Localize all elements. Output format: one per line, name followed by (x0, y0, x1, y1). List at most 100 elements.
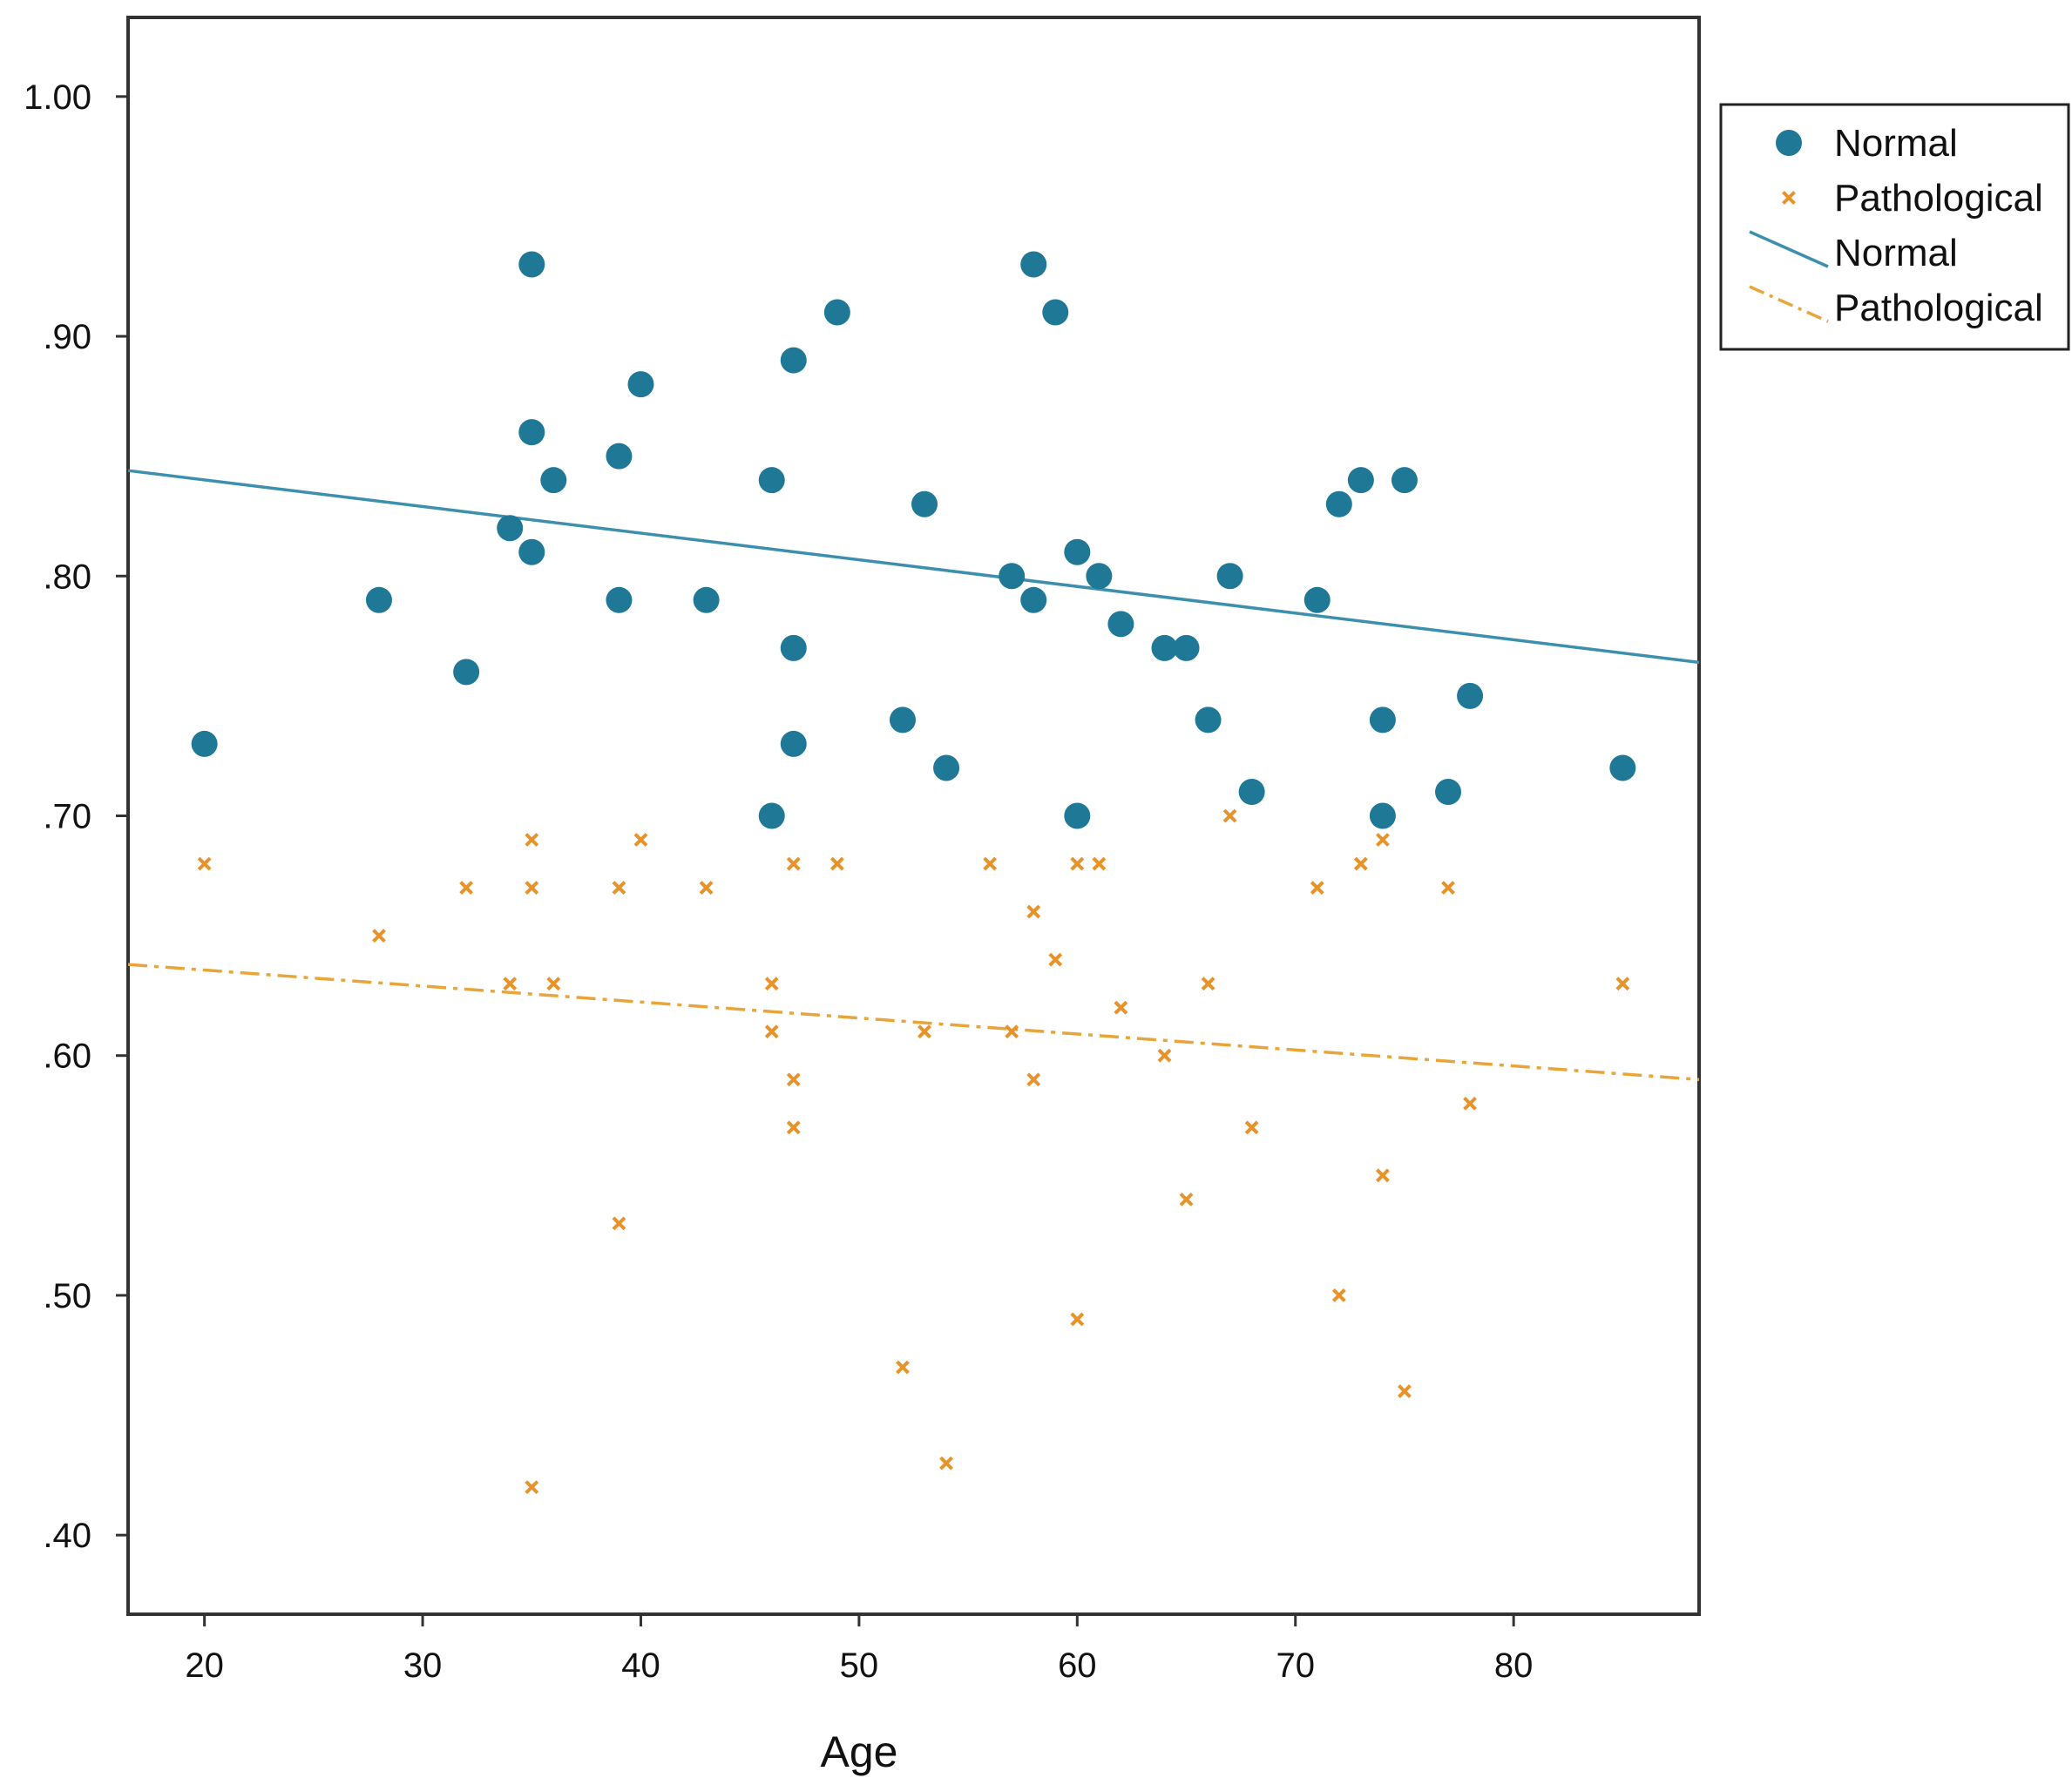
normal-point (540, 467, 567, 494)
normal-point (365, 586, 392, 613)
pathological-point (546, 977, 561, 991)
pathological-point (525, 1480, 539, 1495)
pathological-point (786, 1120, 801, 1135)
pathological-point (1398, 1384, 1412, 1398)
normal-point (1107, 611, 1134, 638)
pathological-point (1615, 977, 1630, 991)
normal-point (780, 347, 807, 374)
pathological-point (1026, 904, 1041, 919)
normal-point (606, 586, 633, 613)
x-tick-label: 50 (840, 1646, 879, 1685)
legend-line-solid (1749, 230, 1829, 268)
pathological-point (1441, 881, 1455, 895)
pathological-point (1048, 952, 1063, 967)
fit-line-pathological (127, 963, 1700, 1081)
normal-point (1457, 682, 1484, 709)
normal-point (889, 706, 916, 734)
pathological-point (1092, 856, 1107, 871)
normal-point (1347, 467, 1374, 494)
pathological-point (786, 1072, 801, 1087)
pathological-point (764, 1024, 779, 1039)
normal-point (999, 563, 1026, 590)
normal-point (1086, 563, 1113, 590)
legend: Normal Pathological Normal Pathological (1719, 103, 2070, 351)
normal-point (453, 659, 480, 686)
pathological-point (699, 881, 714, 895)
data-points (191, 251, 1636, 1495)
y-tick-label: .90 (43, 318, 91, 356)
pathological-point (1310, 881, 1324, 895)
normal-point (518, 538, 545, 565)
y-tick-label: .80 (43, 558, 91, 596)
normal-point (1609, 754, 1636, 781)
normal-point (1195, 706, 1222, 734)
normal-point (518, 251, 545, 278)
x-axis: 20 30 40 50 60 70 80 (185, 1614, 1533, 1685)
normal-point (780, 634, 807, 661)
normal-point (823, 299, 850, 326)
legend-label: Normal (1834, 122, 1958, 165)
pathological-point (525, 881, 539, 895)
pathological-point (1463, 1096, 1477, 1111)
pathological-point (1244, 1120, 1259, 1135)
legend-marker-x (1782, 191, 1796, 205)
normal-point (1064, 538, 1091, 565)
pathological-point (1353, 856, 1368, 871)
pathological-point (1114, 1000, 1128, 1015)
pathological-point (1331, 1288, 1346, 1302)
normal-point (1020, 251, 1047, 278)
normal-point (1369, 706, 1396, 734)
pathological-point (1222, 808, 1237, 823)
normal-point (1325, 490, 1352, 517)
x-tick-label: 80 (1494, 1646, 1534, 1685)
normal-point (518, 419, 545, 446)
normal-point (1020, 586, 1047, 613)
normal-point (1151, 634, 1178, 661)
pathological-point (503, 977, 518, 991)
legend-label: Pathological (1834, 287, 2043, 329)
legend-label: Pathological (1834, 177, 2043, 220)
y-tick-label: 1.00 (24, 78, 91, 117)
normal-point (780, 730, 807, 757)
pathological-point (786, 856, 801, 871)
normal-point (758, 802, 785, 829)
pathological-point (1070, 1312, 1085, 1327)
normal-point (1369, 802, 1396, 829)
pathological-point (1070, 856, 1085, 871)
pathological-point (983, 856, 998, 871)
pathological-point (612, 881, 626, 895)
x-tick-label: 60 (1058, 1646, 1097, 1685)
pathological-point (896, 1360, 910, 1375)
pathological-point (918, 1024, 931, 1039)
normal-point (693, 586, 720, 613)
pathological-point (633, 833, 648, 847)
plot-area-frame (126, 16, 1701, 1616)
pathological-point (829, 856, 844, 871)
pathological-point (1026, 1072, 1041, 1087)
x-axis-title: Age (821, 1727, 898, 1776)
fit-lines (127, 469, 1700, 1081)
legend-label: Normal (1834, 232, 1958, 274)
normal-point (497, 515, 524, 542)
y-axis: .40 .50 .60 .70 .80 .90 1.00 (24, 78, 128, 1555)
normal-point (191, 730, 218, 757)
legend-line-dash-dot (1749, 285, 1829, 323)
x-tick-label: 20 (185, 1646, 224, 1685)
y-tick-label: .70 (43, 798, 91, 836)
x-tick-label: 30 (403, 1646, 443, 1685)
normal-point (1042, 299, 1069, 326)
normal-point (1435, 778, 1462, 805)
fit-line-normal (127, 469, 1700, 665)
pathological-point (1375, 833, 1390, 847)
pathological-point (459, 881, 474, 895)
normal-point (1064, 802, 1091, 829)
pathological-point (1157, 1048, 1172, 1063)
pathological-point (1375, 1168, 1390, 1183)
normal-point (1216, 563, 1243, 590)
pathological-point (612, 1216, 626, 1231)
normal-point (627, 371, 654, 398)
pathological-point (197, 856, 212, 871)
normal-point (911, 490, 938, 517)
pathological-point (372, 929, 386, 943)
